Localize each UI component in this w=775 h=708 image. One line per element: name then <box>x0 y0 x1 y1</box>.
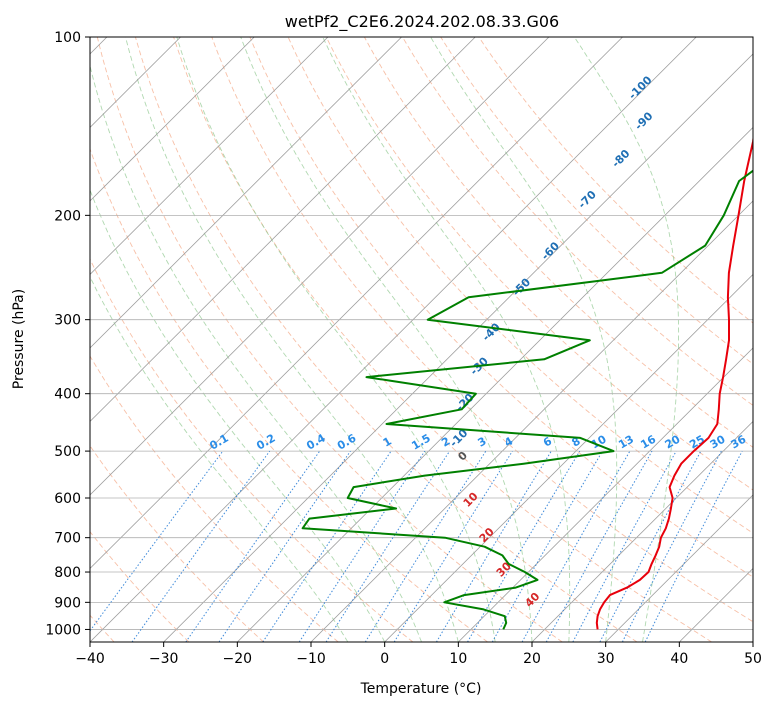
dry-adiabat <box>173 37 712 642</box>
moist-adiabat <box>90 64 422 642</box>
isotherm <box>310 200 753 642</box>
isotherm <box>90 37 623 570</box>
dry-adiabat <box>90 147 488 642</box>
x-tick-label: 0 <box>380 651 389 667</box>
dry-adiabat <box>90 531 190 642</box>
x-tick-label: 10 <box>449 651 467 667</box>
dry-adiabat <box>134 37 638 642</box>
isotherm <box>605 494 753 642</box>
x-tick-label: 20 <box>523 651 541 667</box>
dry-adiabat <box>402 37 753 406</box>
y-tick-label: 700 <box>54 531 81 547</box>
y-tick-label: 200 <box>54 208 81 224</box>
mixing-ratio-line <box>131 450 271 642</box>
mixing-ratio-line <box>644 450 743 642</box>
mixing-ratio-line <box>545 450 653 642</box>
mixing-ratio-line <box>218 450 351 642</box>
moist-adiabat <box>240 37 533 642</box>
isotherm <box>163 53 753 642</box>
moist-adiabat <box>90 188 386 642</box>
moist-adiabat <box>573 37 680 642</box>
mixing-ratio-line <box>599 450 702 642</box>
y-tick-label: 500 <box>54 444 81 460</box>
isotherm <box>237 126 753 642</box>
x-tick-label: 40 <box>670 651 688 667</box>
moist-adiabat <box>322 37 571 642</box>
dry-adiabat <box>90 355 339 642</box>
x-tick-label: −10 <box>296 651 326 667</box>
isotherm <box>90 37 255 202</box>
mixing-ratio-line <box>521 450 631 642</box>
mixing-ratio-line <box>262 450 392 642</box>
isotherm <box>531 420 753 642</box>
moist-adiabat <box>125 37 459 642</box>
y-axis-label: Pressure (hPa) <box>11 289 27 389</box>
x-tick-label: 30 <box>597 651 615 667</box>
y-tick-label: 300 <box>54 313 81 329</box>
dry-adiabat <box>325 37 753 491</box>
y-tick-label: 600 <box>54 491 81 507</box>
y-tick-label: 100 <box>54 30 81 46</box>
x-tick-label: −30 <box>149 651 179 667</box>
mixing-ratio-line <box>298 450 426 642</box>
y-axis: 100 200 300 400 500 600 700 800 900 1000 <box>45 30 90 638</box>
isotherm <box>90 37 476 423</box>
isotherm <box>90 37 329 275</box>
x-axis: −40 −30 −20 −10 0 10 20 30 40 50 <box>75 642 762 667</box>
x-tick-label: 50 <box>744 651 762 667</box>
isotherm <box>384 273 753 642</box>
temperature-profile <box>595 134 753 630</box>
mixing-ratio-line <box>185 450 321 642</box>
dry-adiabat <box>478 37 753 324</box>
isotherm <box>90 37 402 349</box>
chart-title: wetPf2_C2E6.2024.202.08.33.G06 <box>285 12 559 32</box>
x-tick-label: −40 <box>75 651 105 667</box>
mixing-ratio-line <box>621 450 722 642</box>
y-tick-label: 400 <box>54 387 81 403</box>
mixing-ratio-line <box>325 450 451 642</box>
dry-adiabat <box>211 37 753 623</box>
dry-adiabat <box>249 37 753 578</box>
y-tick-label: 1000 <box>45 622 81 638</box>
x-tick-label: −20 <box>223 651 253 667</box>
mixing-ratio-line <box>435 450 552 642</box>
isotherm <box>458 347 753 642</box>
plot-frame <box>89 36 754 643</box>
mixing-ratio-line <box>90 450 224 632</box>
dewpoint-profile <box>301 169 753 630</box>
moist-adiabat <box>430 37 618 642</box>
y-tick-label: 800 <box>54 565 81 581</box>
dry-adiabat <box>90 258 414 642</box>
mixing-ratio-line <box>364 450 487 642</box>
isotherm <box>90 37 697 642</box>
x-axis-label: Temperature (°C) <box>360 681 482 697</box>
isotherm <box>90 37 550 496</box>
dry-adiabat <box>96 37 563 642</box>
y-tick-label: 900 <box>54 595 81 611</box>
mixing-ratio-line <box>572 450 677 642</box>
mixing-ratio-line <box>393 450 513 642</box>
dry-adiabat <box>287 37 753 534</box>
moist-adiabat <box>176 37 496 642</box>
